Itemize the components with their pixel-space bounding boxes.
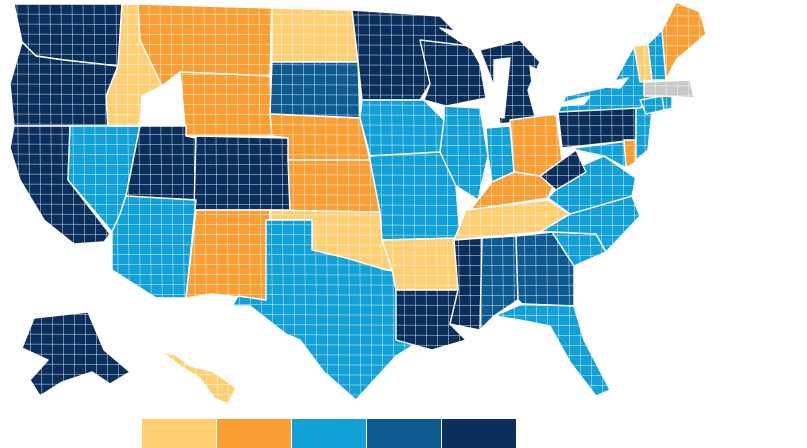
legend-swatch-3 [292, 419, 366, 448]
map-legend [142, 419, 516, 448]
lake-4 [539, 95, 591, 109]
state-me [661, 1, 707, 81]
state-ia [359, 99, 445, 157]
legend-swatch-5 [442, 419, 516, 448]
state-wv [539, 149, 587, 191]
state-ma [643, 79, 695, 99]
legend-swatch-2 [217, 419, 291, 448]
great-lakes [439, 27, 629, 119]
state-al [479, 235, 519, 331]
lake-3 [529, 65, 557, 93]
state-co [193, 135, 291, 211]
state-de [623, 139, 637, 169]
state-ks [287, 159, 381, 213]
state-hi [161, 351, 237, 405]
state-ms [449, 237, 483, 331]
lake-1 [439, 27, 487, 49]
legend-swatch-1 [142, 419, 216, 448]
state-wi [419, 39, 487, 107]
lake-2 [493, 57, 511, 119]
legend-swatch-4 [367, 419, 441, 448]
state-mi [479, 39, 541, 125]
state-fl [493, 303, 611, 397]
